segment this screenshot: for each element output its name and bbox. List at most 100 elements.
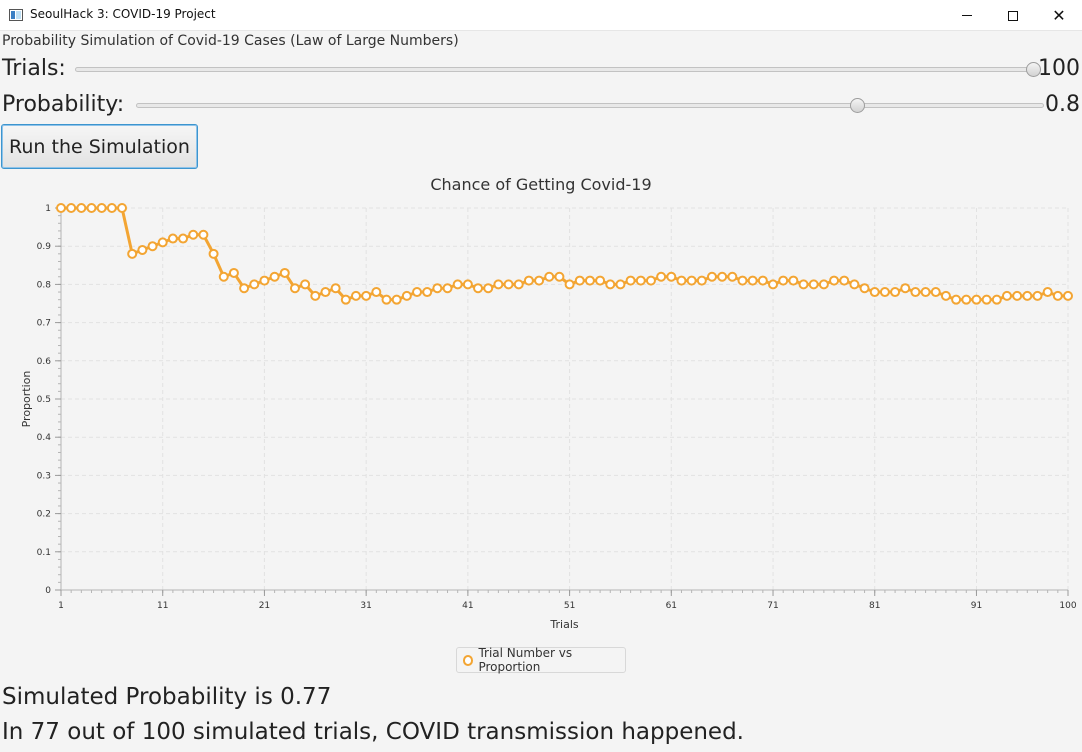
data-point xyxy=(473,283,484,294)
data-point xyxy=(1063,290,1073,301)
data-point xyxy=(350,290,361,301)
data-point xyxy=(361,290,372,301)
run-simulation-button[interactable]: Run the Simulation xyxy=(1,124,198,169)
data-point xyxy=(127,248,138,259)
y-tick-label: 0.1 xyxy=(37,548,51,558)
x-tick-label: 1 xyxy=(58,601,64,611)
data-point xyxy=(554,271,565,282)
data-point xyxy=(574,275,585,286)
x-tick-label: 31 xyxy=(360,601,371,611)
y-tick-label: 0 xyxy=(45,586,51,596)
data-point xyxy=(1001,290,1012,301)
data-point xyxy=(768,279,779,290)
data-point xyxy=(798,279,809,290)
x-tick-label: 51 xyxy=(564,601,575,611)
line-chart: 00.10.20.30.40.50.60.70.80.911 11 21 31 41 51… xyxy=(20,203,1077,631)
data-point xyxy=(849,279,860,290)
y-axis-label: Proportion xyxy=(20,371,33,428)
y-tick-label: 0.6 xyxy=(37,357,52,367)
data-point xyxy=(920,287,931,298)
close-button[interactable]: ✕ xyxy=(1036,0,1082,31)
y-tick-label: 0.2 xyxy=(37,510,51,520)
data-point xyxy=(706,271,717,282)
probability-slider-thumb[interactable] xyxy=(850,98,866,113)
window-titlebar: SeoulHack 3: COVID-19 Project ✕ xyxy=(0,0,1082,31)
chart-legend: Trial Number vs Proportion xyxy=(456,646,626,674)
data-point xyxy=(859,283,870,294)
y-tick-label: 0.9 xyxy=(37,242,52,252)
data-point xyxy=(147,241,158,252)
data-point xyxy=(605,279,616,290)
data-point xyxy=(76,203,87,213)
data-point xyxy=(86,203,97,213)
data-point xyxy=(96,203,107,213)
data-point xyxy=(1022,290,1033,301)
y-tick-label: 0.8 xyxy=(37,280,52,290)
x-tick-label: 91 xyxy=(971,601,982,611)
y-tick-label: 0.4 xyxy=(37,433,52,443)
data-point xyxy=(900,283,911,294)
data-point xyxy=(106,203,117,213)
data-point xyxy=(56,203,66,213)
minimize-button[interactable] xyxy=(944,0,990,31)
data-point xyxy=(1042,287,1053,298)
data-point xyxy=(686,275,697,286)
maximize-icon xyxy=(1008,10,1018,21)
legend-series-label: Trial Number vs Proportion xyxy=(478,646,573,674)
data-point xyxy=(493,279,504,290)
data-point xyxy=(910,287,921,298)
data-point xyxy=(1052,290,1063,301)
x-axis-label: Trials xyxy=(549,618,578,631)
data-point xyxy=(117,203,128,213)
data-point xyxy=(513,279,524,290)
probability-slider[interactable] xyxy=(136,103,1044,108)
data-point xyxy=(178,233,189,244)
trials-slider-thumb[interactable] xyxy=(1026,62,1041,77)
data-point xyxy=(157,237,168,248)
data-point xyxy=(1012,290,1023,301)
data-point xyxy=(869,287,880,298)
data-point xyxy=(615,279,626,290)
x-tick-label: 41 xyxy=(462,601,473,611)
data-point xyxy=(269,271,280,282)
data-point xyxy=(239,283,250,294)
trials-value: 100 xyxy=(1038,56,1080,81)
data-point xyxy=(961,294,972,305)
simulation-summary-text: In 77 out of 100 simulated trials, COVID… xyxy=(2,719,744,745)
data-point xyxy=(198,229,209,240)
data-point xyxy=(483,283,494,294)
data-point xyxy=(676,275,687,286)
y-tick-label: 1 xyxy=(45,204,51,214)
window-title: SeoulHack 3: COVID-19 Project xyxy=(30,7,216,21)
trials-slider[interactable] xyxy=(75,67,1041,72)
data-point xyxy=(300,279,311,290)
data-point xyxy=(432,283,443,294)
data-point xyxy=(534,275,545,286)
maximize-button[interactable] xyxy=(990,0,1036,31)
data-point xyxy=(381,294,392,305)
data-point xyxy=(971,294,982,305)
y-tick-label: 0.7 xyxy=(37,319,51,329)
data-point xyxy=(462,279,473,290)
data-point xyxy=(1032,290,1043,301)
data-point xyxy=(544,271,555,282)
data-point xyxy=(208,248,219,259)
data-point xyxy=(66,203,77,213)
close-icon: ✕ xyxy=(1052,5,1066,25)
data-point xyxy=(839,275,850,286)
data-point xyxy=(442,283,453,294)
x-tick-label: 100 xyxy=(1059,601,1076,611)
data-point xyxy=(310,290,321,301)
data-point xyxy=(656,271,667,282)
data-point xyxy=(137,245,148,256)
data-point xyxy=(401,290,412,301)
data-point xyxy=(584,275,595,286)
data-point xyxy=(696,275,707,286)
data-point xyxy=(991,294,1002,305)
trials-label: Trials: xyxy=(2,56,66,81)
data-point xyxy=(940,290,951,301)
data-point xyxy=(249,279,260,290)
data-point xyxy=(808,279,819,290)
data-point xyxy=(747,275,758,286)
data-point xyxy=(279,267,290,278)
